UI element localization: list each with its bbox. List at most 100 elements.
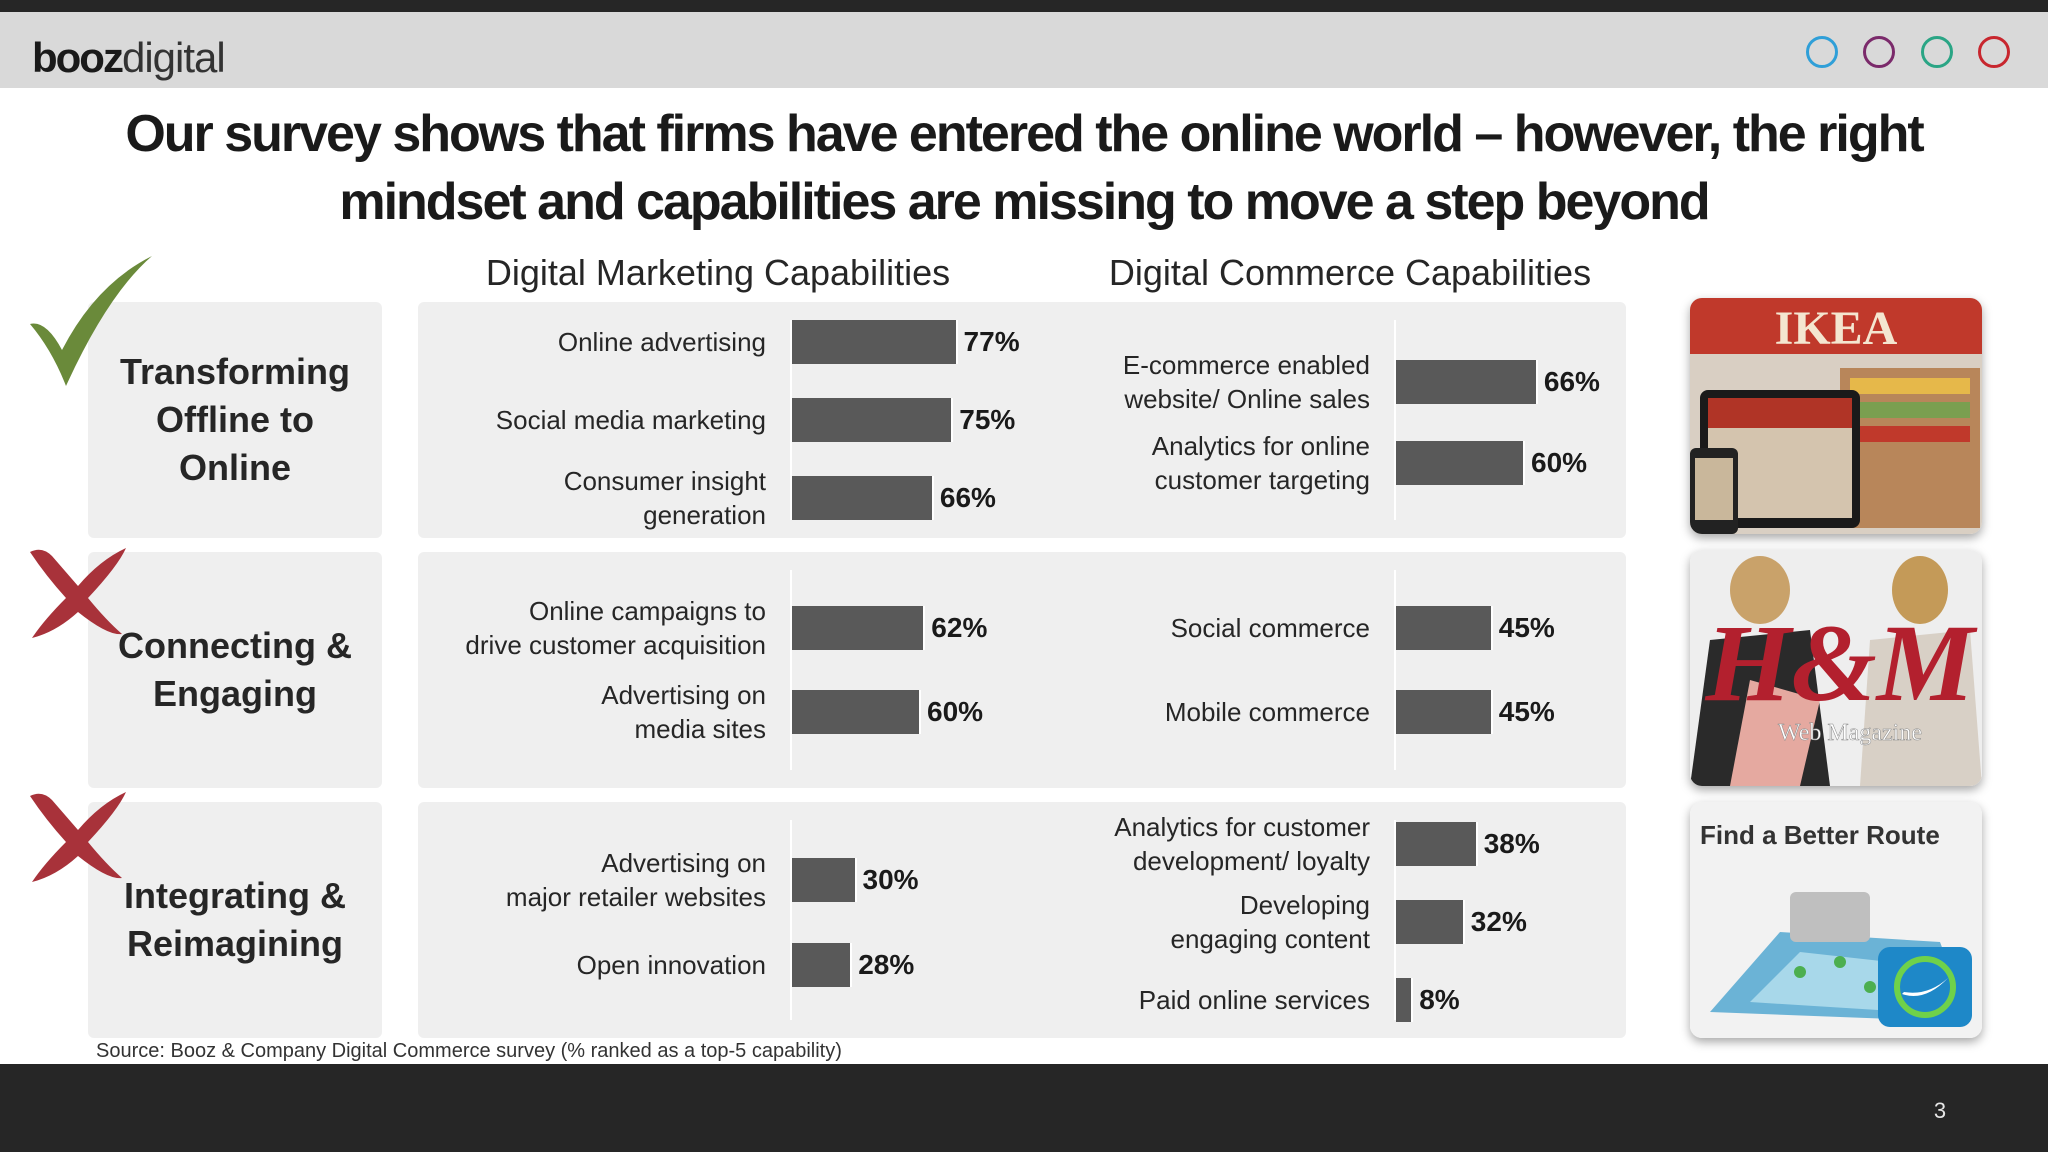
commerce-category-label-line: Mobile commerce xyxy=(1164,697,1370,727)
row-label-connecting-and-engaging: Connecting & Engaging xyxy=(88,552,382,788)
marketing-bar xyxy=(792,858,857,902)
slide-title: Our survey shows that firms have entered… xyxy=(60,100,1988,236)
marketing-category-label-line: Advertising on xyxy=(601,848,766,878)
marketing-category-label-line: major retailer websites xyxy=(505,882,766,912)
marketing-axis-line xyxy=(790,570,792,770)
row-label-line: Transforming xyxy=(119,351,351,392)
find-better-route-image: Find a Better Route xyxy=(1690,802,1982,1038)
commerce-axis-line xyxy=(1394,570,1396,770)
row-label-transforming-offline-to-online: Transforming Offline to Online xyxy=(88,302,382,538)
header-circle-4 xyxy=(1978,36,2010,68)
commerce-category-label-line: Analytics for customer xyxy=(1114,812,1370,842)
marketing-value-label: 62% xyxy=(931,612,988,643)
commerce-value-label: 38% xyxy=(1483,828,1540,859)
row-label-line: Online xyxy=(178,447,291,488)
slide-title-line-1: Our survey shows that firms have entered… xyxy=(125,105,1924,163)
marketing-bar xyxy=(792,320,958,364)
row-label-line: Reimagining xyxy=(126,923,344,964)
commerce-category-label-line: E-commerce enabled xyxy=(1122,350,1370,380)
find-better-route-caption: Find a Better Route xyxy=(1700,820,1940,850)
commerce-value-label: 66% xyxy=(1543,366,1600,397)
cross-icon xyxy=(22,542,132,647)
marketing-category-label: Online campaigns to drive customer acquis… xyxy=(346,594,766,662)
commerce-bar xyxy=(1396,822,1478,866)
commerce-bar xyxy=(1396,690,1493,734)
marketing-axis-line xyxy=(790,320,792,520)
header-circle-2 xyxy=(1863,36,1895,68)
commerce-category-label-line: Social commerce xyxy=(1170,613,1370,643)
marketing-bar xyxy=(792,476,934,520)
marketing-category-label-line: Open innovation xyxy=(576,950,766,980)
row-label-integrating-and-reimagining: Integrating & Reimagining xyxy=(88,802,382,1038)
commerce-value-label: 45% xyxy=(1498,612,1555,643)
marketing-value-label: 77% xyxy=(963,326,1020,357)
commerce-category-label-line: engaging content xyxy=(1170,924,1370,954)
commerce-value-label: 32% xyxy=(1470,906,1527,937)
commerce-category-label-line: Analytics for online xyxy=(1151,431,1370,461)
row-label-line: Offline to xyxy=(156,399,314,440)
marketing-category-label: Consumer insight generation xyxy=(346,464,766,532)
row-label-text: Connecting & Engaging xyxy=(118,622,352,718)
bottom-bar xyxy=(0,1064,2048,1152)
commerce-axis-line xyxy=(1394,320,1396,520)
commerce-category-label: Paid online services xyxy=(950,983,1370,1017)
cross-icon xyxy=(22,786,132,891)
capability-panel-connecting-and-engaging xyxy=(418,552,1626,788)
marketing-category-label-line: drive customer acquisition xyxy=(465,630,766,660)
marketing-value-label: 75% xyxy=(959,404,1016,435)
web-magazine-caption: Web Magazine xyxy=(1778,720,1922,746)
marketing-category-label: Open innovation xyxy=(346,948,766,982)
commerce-category-label-line: development/ loyalty xyxy=(1132,846,1370,876)
commerce-category-label: E-commerce enabled website/ Online sales xyxy=(950,348,1370,416)
commerce-category-label-line: Paid online services xyxy=(1138,985,1370,1015)
commerce-bar xyxy=(1396,360,1538,404)
commerce-value-label: 8% xyxy=(1419,984,1460,1015)
marketing-category-label-line: Online advertising xyxy=(557,327,766,357)
marketing-value-label: 66% xyxy=(939,482,996,513)
row-label-line: Engaging xyxy=(152,673,317,714)
marketing-category-label-line: Social media marketing xyxy=(495,405,766,435)
hm-logo-text: H&M xyxy=(1705,602,1978,724)
marketing-category-label-line: Online campaigns to xyxy=(528,596,766,626)
commerce-category-label: Analytics for customer development/ loyal… xyxy=(950,810,1370,878)
marketing-bar xyxy=(792,943,853,987)
marketing-bar xyxy=(792,606,926,650)
slide-title-line-2: mindset and capabilities are missing to … xyxy=(339,173,1710,231)
checkmark-icon xyxy=(26,254,156,395)
row-label-text: Transforming Offline to Online xyxy=(120,348,350,492)
commerce-category-label-line: website/ Online sales xyxy=(1124,384,1370,414)
commerce-category-label-line: customer targeting xyxy=(1154,465,1370,495)
commerce-category-label: Developing engaging content xyxy=(950,888,1370,956)
top-strip xyxy=(0,0,2048,12)
marketing-category-label-line: Consumer insight xyxy=(563,466,766,496)
row-label-line: Connecting & xyxy=(118,625,352,666)
marketing-category-label: Advertising on media sites xyxy=(346,678,766,746)
marketing-value-label: 60% xyxy=(927,696,984,727)
row-label-line: Integrating & xyxy=(124,875,346,916)
commerce-bar xyxy=(1396,441,1525,485)
page-number: 3 xyxy=(1933,1098,1947,1123)
marketing-bar xyxy=(792,398,954,442)
commerce-category-label-line: Developing xyxy=(1239,890,1370,920)
marketing-bar xyxy=(792,690,921,734)
marketing-category-label-line: generation xyxy=(643,500,766,530)
marketing-category-label: Advertising on major retailer websites xyxy=(346,846,766,914)
column-header-marketing: Digital Marketing Capabilities xyxy=(485,252,951,293)
marketing-axis-line xyxy=(790,820,792,1020)
ikea-image: IKEA xyxy=(1690,298,1982,534)
column-header-commerce: Digital Commerce Capabilities xyxy=(1108,252,1592,293)
marketing-category-label-line: Advertising on xyxy=(601,680,766,710)
commerce-value-label: 60% xyxy=(1531,447,1588,478)
source-note: Source: Booz & Company Digital Commerce … xyxy=(96,1040,842,1062)
ikea-logo-text: IKEA xyxy=(1775,302,1898,355)
commerce-bar xyxy=(1396,900,1465,944)
commerce-bar xyxy=(1396,978,1414,1022)
commerce-category-label: Analytics for online customer targeting xyxy=(950,429,1370,497)
commerce-bar xyxy=(1396,606,1493,650)
marketing-value-label: 30% xyxy=(862,864,919,895)
marketing-category-label: Online advertising xyxy=(346,325,766,359)
hm-web-magazine-image: H&M Web Magazine xyxy=(1690,550,1982,786)
marketing-category-label-line: media sites xyxy=(634,714,767,744)
booz-digital-logo: boozdigital xyxy=(32,34,226,81)
